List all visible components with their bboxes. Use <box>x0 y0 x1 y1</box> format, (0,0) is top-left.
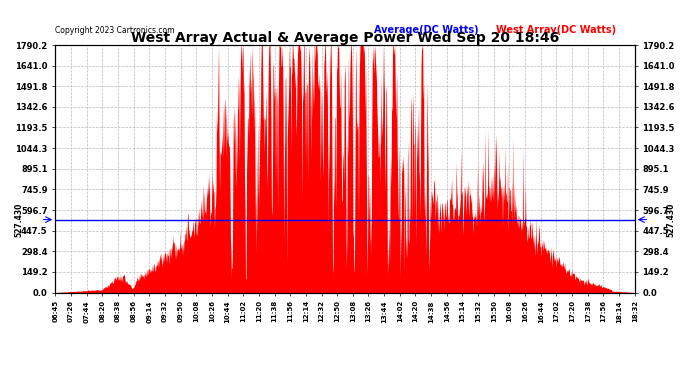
Text: Average(DC Watts): Average(DC Watts) <box>374 25 479 35</box>
Text: West Array(DC Watts): West Array(DC Watts) <box>495 25 615 35</box>
Text: Copyright 2023 Cartronics.com: Copyright 2023 Cartronics.com <box>55 26 175 35</box>
Text: 527.430: 527.430 <box>667 202 676 237</box>
Title: West Array Actual & Average Power Wed Sep 20 18:46: West Array Actual & Average Power Wed Se… <box>131 31 559 45</box>
Text: 527.430: 527.430 <box>14 202 23 237</box>
